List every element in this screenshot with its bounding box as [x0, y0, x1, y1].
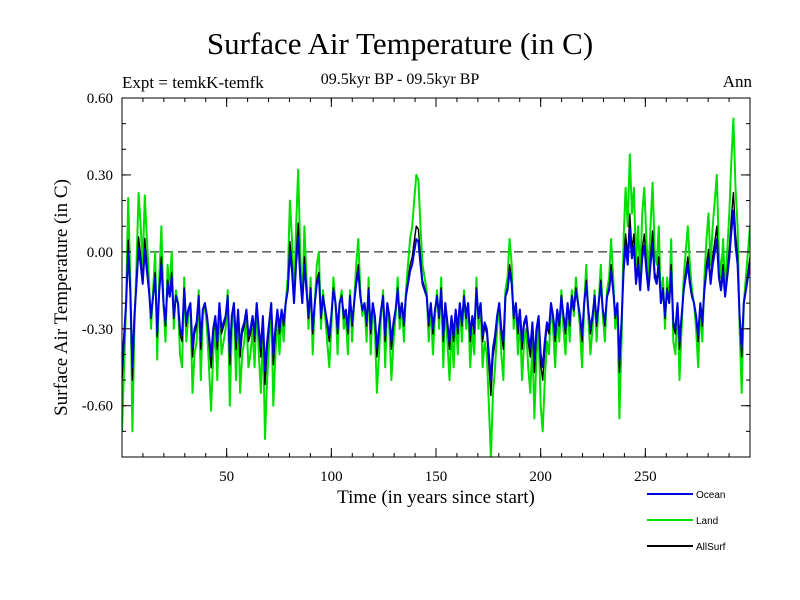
legend-label-allsurf: AllSurf [696, 542, 726, 553]
y-tick-label: -0.30 [82, 322, 113, 338]
x-tick-label: 200 [529, 469, 552, 485]
series-line-ocean [122, 209, 750, 382]
page-title: Surface Air Temperature (in C) [206, 26, 594, 61]
y-axis-label: Surface Air Temperature (in C) [51, 179, 72, 416]
x-tick-label: 250 [634, 469, 657, 485]
y-tick-label: 0.30 [87, 168, 113, 184]
y-tick-label: 0.00 [87, 245, 113, 261]
y-tick-label: 0.60 [87, 91, 113, 107]
legend-label-land: Land [696, 516, 718, 527]
x-tick-label: 100 [320, 469, 343, 485]
x-axis-label: Time (in years since start) [337, 487, 535, 508]
experiment-label: Expt = temkK-temfk [122, 73, 264, 92]
season-label: Ann [722, 72, 752, 91]
x-tick-label: 50 [219, 469, 234, 485]
legend-label-ocean: Ocean [696, 490, 725, 501]
y-tick-label: -0.60 [82, 399, 113, 415]
period-label: 09.5kyr BP - 09.5kyr BP [320, 71, 480, 88]
x-tick-label: 150 [425, 469, 448, 485]
series-line-land [122, 117, 750, 457]
